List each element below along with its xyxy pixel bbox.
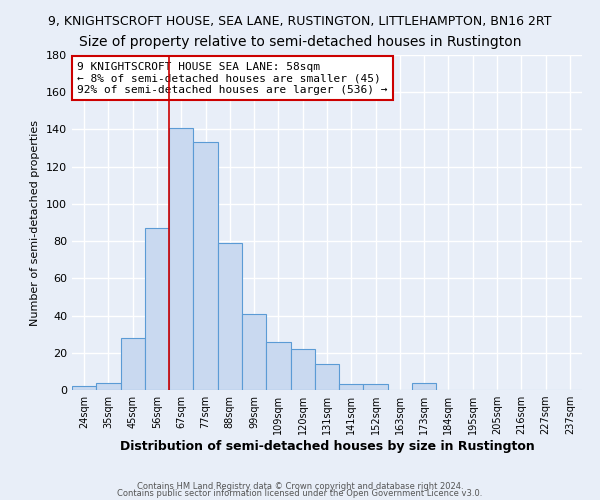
Text: Size of property relative to semi-detached houses in Rustington: Size of property relative to semi-detach… <box>79 35 521 49</box>
Bar <box>72 386 96 390</box>
Bar <box>145 228 169 390</box>
Y-axis label: Number of semi-detached properties: Number of semi-detached properties <box>31 120 40 326</box>
Text: 9 KNIGHTSCROFT HOUSE SEA LANE: 58sqm
← 8% of semi-detached houses are smaller (4: 9 KNIGHTSCROFT HOUSE SEA LANE: 58sqm ← 8… <box>77 62 388 95</box>
Bar <box>169 128 193 390</box>
Bar <box>339 384 364 390</box>
Bar <box>96 382 121 390</box>
Text: Contains public sector information licensed under the Open Government Licence v3: Contains public sector information licen… <box>118 489 482 498</box>
Bar <box>242 314 266 390</box>
Bar <box>266 342 290 390</box>
Bar <box>290 349 315 390</box>
X-axis label: Distribution of semi-detached houses by size in Rustington: Distribution of semi-detached houses by … <box>119 440 535 453</box>
Bar <box>121 338 145 390</box>
Bar <box>218 243 242 390</box>
Text: Contains HM Land Registry data © Crown copyright and database right 2024.: Contains HM Land Registry data © Crown c… <box>137 482 463 491</box>
Bar <box>315 364 339 390</box>
Bar <box>364 384 388 390</box>
Text: 9, KNIGHTSCROFT HOUSE, SEA LANE, RUSTINGTON, LITTLEHAMPTON, BN16 2RT: 9, KNIGHTSCROFT HOUSE, SEA LANE, RUSTING… <box>48 15 552 28</box>
Bar <box>193 142 218 390</box>
Bar <box>412 382 436 390</box>
